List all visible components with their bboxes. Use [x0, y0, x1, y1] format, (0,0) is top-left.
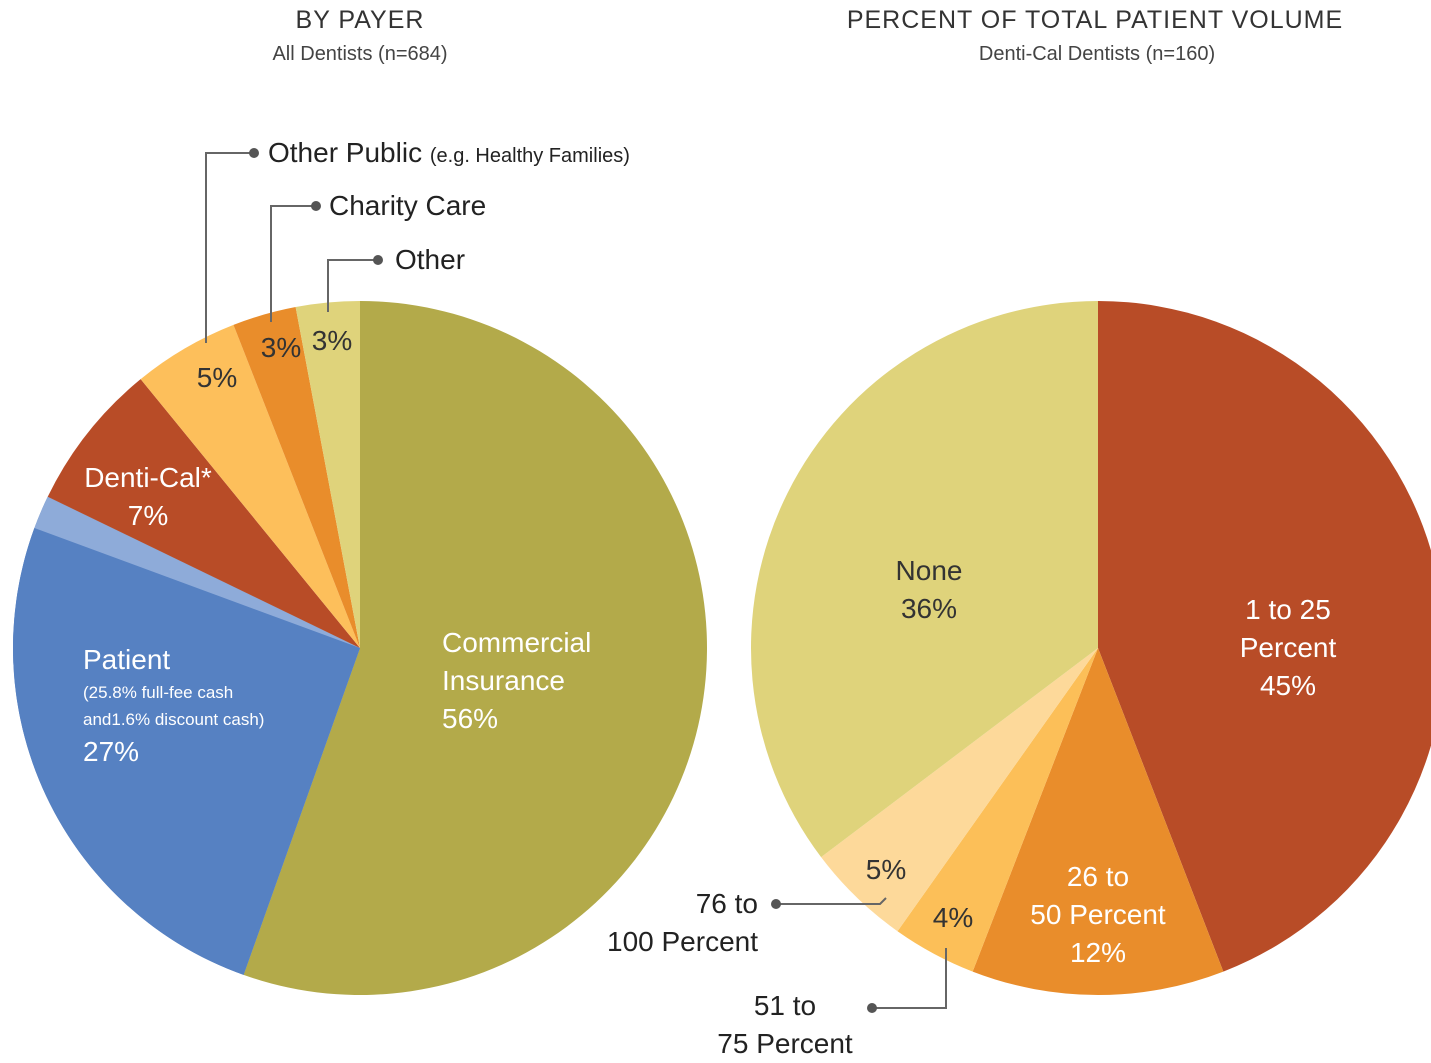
category-label: Commercial Insurance [442, 627, 592, 696]
value-label: 4% [932, 902, 974, 933]
slice-label: 26 to 50 Percent 12% [1030, 858, 1165, 972]
category-label: 76 to 100 Percent [607, 888, 758, 957]
category-label: Patient [83, 644, 171, 675]
leader-dot [867, 1003, 877, 1013]
pie-slice [751, 301, 1098, 858]
category-label-row: Other Public (e.g. Healthy Families) [268, 134, 630, 175]
pie-slice [243, 301, 708, 996]
value-label: 12% [1069, 937, 1127, 968]
value-label: 27% [83, 736, 140, 767]
value-label: 7% [127, 500, 169, 531]
slice-label: Patient (25.8% full-fee cash and1.6% disc… [83, 641, 264, 771]
category-note: (25.8% full-fee cash and1.6% discount ca… [83, 683, 265, 729]
leader-line [270, 205, 314, 322]
leader-dot [311, 201, 321, 211]
pie-slice [233, 307, 360, 648]
slice-label: 51 to 75 Percent [717, 987, 852, 1063]
slice-label: 3% [312, 322, 352, 360]
pie-slice [140, 324, 360, 648]
slice-label: Other [395, 241, 465, 279]
category-label: Other [395, 244, 466, 275]
chart-subtitle: All Dentists (n=684) [272, 43, 448, 65]
pie-slice [1098, 301, 1431, 972]
value-label: 45% [1259, 670, 1317, 701]
slice-label: None 36% [896, 552, 963, 628]
category-label: 1 to 25 Percent [1239, 594, 1337, 663]
category-note: (e.g. Healthy Families) [429, 145, 630, 167]
value-label: 3% [260, 332, 302, 363]
leader-lines [205, 148, 947, 1013]
category-label: 26 to 50 Percent [1030, 861, 1166, 930]
category-label: Other Public [268, 137, 423, 168]
slice-label: Commercial Insurance 56% [442, 624, 591, 738]
slice-label: 4% [933, 899, 973, 937]
pie-slice [295, 301, 360, 648]
pie-slice [47, 379, 360, 648]
value-label: 5% [865, 854, 907, 885]
slice-label: 5% [866, 851, 906, 889]
pie-slice [821, 648, 1098, 932]
value-label: 3% [311, 325, 353, 356]
leader-line [778, 897, 887, 905]
pie-slice [972, 648, 1224, 995]
category-label: Charity Care [329, 190, 487, 221]
slice-label: Denti-Cal* 7% [84, 459, 212, 535]
leader-line [205, 152, 252, 343]
chart-title: BY PAYER [295, 6, 425, 34]
slice-label: 5% [197, 359, 237, 397]
leader-dot [771, 899, 781, 909]
pie-slice [897, 648, 1098, 972]
value-label: 5% [196, 362, 238, 393]
pie-sub-slice [12, 528, 360, 975]
category-label: None [895, 555, 963, 586]
leader-line [874, 948, 947, 1009]
leader-dot [249, 148, 259, 158]
chart-title: PERCENT OF TOTAL PATIENT VOLUME [846, 6, 1344, 34]
value-label: 56% [442, 703, 499, 734]
pie-sub-slice [34, 496, 361, 648]
slice-label: Other Public (e.g. Healthy Families) [268, 134, 630, 175]
leader-dot [373, 255, 383, 265]
slice-label: 1 to 25 Percent 45% [1217, 591, 1360, 705]
slice-label: 3% [261, 329, 301, 367]
chart-subtitle: Denti-Cal Dentists (n=160) [978, 43, 1216, 65]
category-label: 51 to 75 Percent [717, 990, 853, 1059]
slice-label: Charity Care [329, 187, 486, 225]
slice-label: 76 to 100 Percent [607, 885, 758, 961]
value-label: 36% [900, 593, 958, 624]
leader-line [327, 259, 376, 312]
category-label: Denti-Cal* [84, 462, 212, 493]
